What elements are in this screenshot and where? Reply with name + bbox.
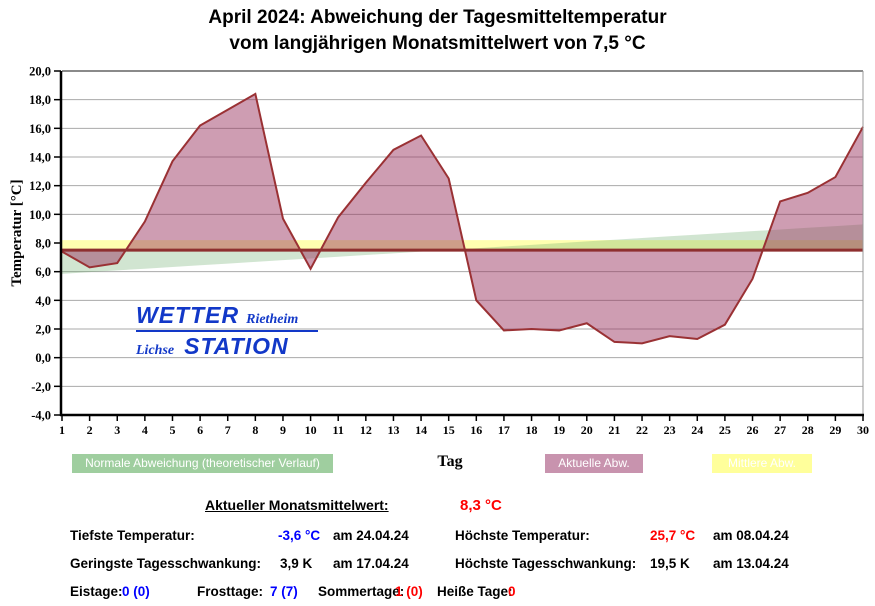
lowest-range-value: 3,9 K bbox=[280, 556, 313, 571]
svg-text:26: 26 bbox=[747, 423, 759, 437]
chart-svg: 20,0 18,0 16,0 14,0 12,0 10,0 8,0 6,0 4,0 2,0 0,0 -… bbox=[29, 65, 869, 438]
logo-divider bbox=[136, 330, 318, 332]
svg-text:12: 12 bbox=[360, 423, 372, 437]
actual-deviation-line bbox=[61, 92, 864, 345]
svg-text:8,0: 8,0 bbox=[35, 237, 51, 251]
logo-row-top: WETTER Rietheim bbox=[136, 302, 326, 329]
logo-lichse-text: Lichse bbox=[136, 343, 175, 358]
highest-temp-date: am 08.04.24 bbox=[713, 528, 789, 543]
highest-range-label: Höchste Tagesschwankung: bbox=[455, 556, 637, 571]
svg-text:6: 6 bbox=[197, 423, 203, 437]
lowest-temp-value: -3,6 °C bbox=[278, 528, 321, 543]
svg-text:-2,0: -2,0 bbox=[31, 380, 51, 394]
svg-text:14,0: 14,0 bbox=[29, 151, 51, 165]
svg-text:11: 11 bbox=[333, 423, 344, 437]
logo-rietheim-text: Rietheim bbox=[246, 312, 299, 327]
lowest-temp-date: am 24.04.24 bbox=[333, 528, 409, 543]
lowest-range-label: Geringste Tagesschwankung: bbox=[70, 556, 262, 571]
svg-text:17: 17 bbox=[498, 423, 510, 437]
svg-text:1: 1 bbox=[59, 423, 65, 437]
legend-actual-deviation: Aktuelle Abw. bbox=[545, 454, 643, 473]
summer-days-value: 1 (0) bbox=[395, 584, 423, 599]
actual-deviation-area bbox=[62, 93, 863, 344]
svg-text:14: 14 bbox=[415, 423, 427, 437]
svg-text:19: 19 bbox=[553, 423, 565, 437]
highest-range-date: am 13.04.24 bbox=[713, 556, 789, 571]
svg-text:3: 3 bbox=[114, 423, 120, 437]
lowest-temp-label: Tiefste Temperatur: bbox=[70, 528, 195, 543]
x-axis-ticks: 1 2 3 4 5 6 7 8 9 10 11 12 13 14 15 16 17 18 19 20 21 22 23 24 2… bbox=[59, 416, 869, 437]
svg-text:4,0: 4,0 bbox=[35, 294, 51, 308]
svg-text:29: 29 bbox=[829, 423, 841, 437]
mean-deviation-band bbox=[62, 240, 863, 251]
monthly-mean-label: Aktueller Monatsmittelwert: bbox=[205, 497, 389, 513]
svg-text:22: 22 bbox=[636, 423, 648, 437]
chart-title: April 2024: Abweichung der Tagesmittelte… bbox=[0, 5, 875, 57]
highest-temp-label: Höchste Temperatur: bbox=[455, 528, 590, 543]
svg-text:18,0: 18,0 bbox=[29, 93, 51, 107]
svg-text:27: 27 bbox=[774, 423, 786, 437]
svg-text:2,0: 2,0 bbox=[35, 323, 51, 337]
highest-range-value: 19,5 K bbox=[650, 556, 690, 571]
svg-text:16: 16 bbox=[470, 423, 482, 437]
station-logo: WETTER Rietheim Lichse STATION bbox=[136, 302, 326, 360]
svg-text:6,0: 6,0 bbox=[35, 265, 51, 279]
svg-text:16,0: 16,0 bbox=[29, 122, 51, 136]
svg-text:21: 21 bbox=[608, 423, 620, 437]
svg-text:18: 18 bbox=[526, 423, 538, 437]
legend-mean-deviation: Mittlere Abw. bbox=[712, 454, 812, 473]
chart-title-line1: April 2024: Abweichung der Tagesmittelte… bbox=[208, 7, 667, 28]
x-axis-label: Tag bbox=[437, 453, 463, 470]
frost-days-value: 7 (7) bbox=[270, 584, 298, 599]
logo-row-bottom: Lichse STATION bbox=[136, 333, 326, 360]
ice-days-value: 0 (0) bbox=[122, 584, 150, 599]
legend-normal-deviation: Normale Abweichung (theoretischer Verlau… bbox=[72, 454, 333, 473]
logo-station-text: STATION bbox=[184, 333, 289, 359]
svg-text:8: 8 bbox=[252, 423, 258, 437]
svg-text:-4,0: -4,0 bbox=[31, 409, 51, 423]
svg-text:30: 30 bbox=[857, 423, 869, 437]
svg-text:25: 25 bbox=[719, 423, 731, 437]
svg-text:9: 9 bbox=[280, 423, 286, 437]
highest-temp-value: 25,7 °C bbox=[650, 528, 696, 543]
frost-days-label: Frosttage: bbox=[197, 584, 264, 599]
svg-text:15: 15 bbox=[443, 423, 455, 437]
logo-wetter-text: WETTER bbox=[136, 302, 240, 328]
svg-text:13: 13 bbox=[387, 423, 399, 437]
svg-text:5: 5 bbox=[169, 423, 175, 437]
hot-days-label: Heiße Tage: bbox=[437, 584, 513, 599]
svg-text:24: 24 bbox=[691, 423, 703, 437]
svg-text:12,0: 12,0 bbox=[29, 179, 51, 193]
svg-text:10,0: 10,0 bbox=[29, 208, 51, 222]
chart-title-line2: vom langjährigen Monatsmittelwert von 7,… bbox=[229, 33, 646, 54]
lowest-range-date: am 17.04.24 bbox=[333, 556, 409, 571]
svg-text:10: 10 bbox=[305, 423, 317, 437]
gridlines bbox=[62, 99, 863, 387]
svg-text:20,0: 20,0 bbox=[29, 65, 51, 79]
hot-days-value: 0 bbox=[508, 584, 516, 599]
y-axis-label: Temperatur [°C] bbox=[9, 179, 25, 287]
svg-text:7: 7 bbox=[225, 423, 231, 437]
svg-text:23: 23 bbox=[664, 423, 676, 437]
svg-text:20: 20 bbox=[581, 423, 593, 437]
svg-text:0,0: 0,0 bbox=[35, 351, 51, 365]
svg-text:4: 4 bbox=[142, 423, 148, 437]
svg-text:2: 2 bbox=[87, 423, 93, 437]
ice-days-label: Eistage: bbox=[70, 584, 123, 599]
summer-days-label: Sommertage: bbox=[318, 584, 405, 599]
monthly-mean-value: 8,3 °C bbox=[460, 497, 502, 514]
svg-text:28: 28 bbox=[802, 423, 814, 437]
y-axis-ticks: 20,0 18,0 16,0 14,0 12,0 10,0 8,0 6,0 4,0 2,0 0,0 -… bbox=[29, 65, 61, 423]
